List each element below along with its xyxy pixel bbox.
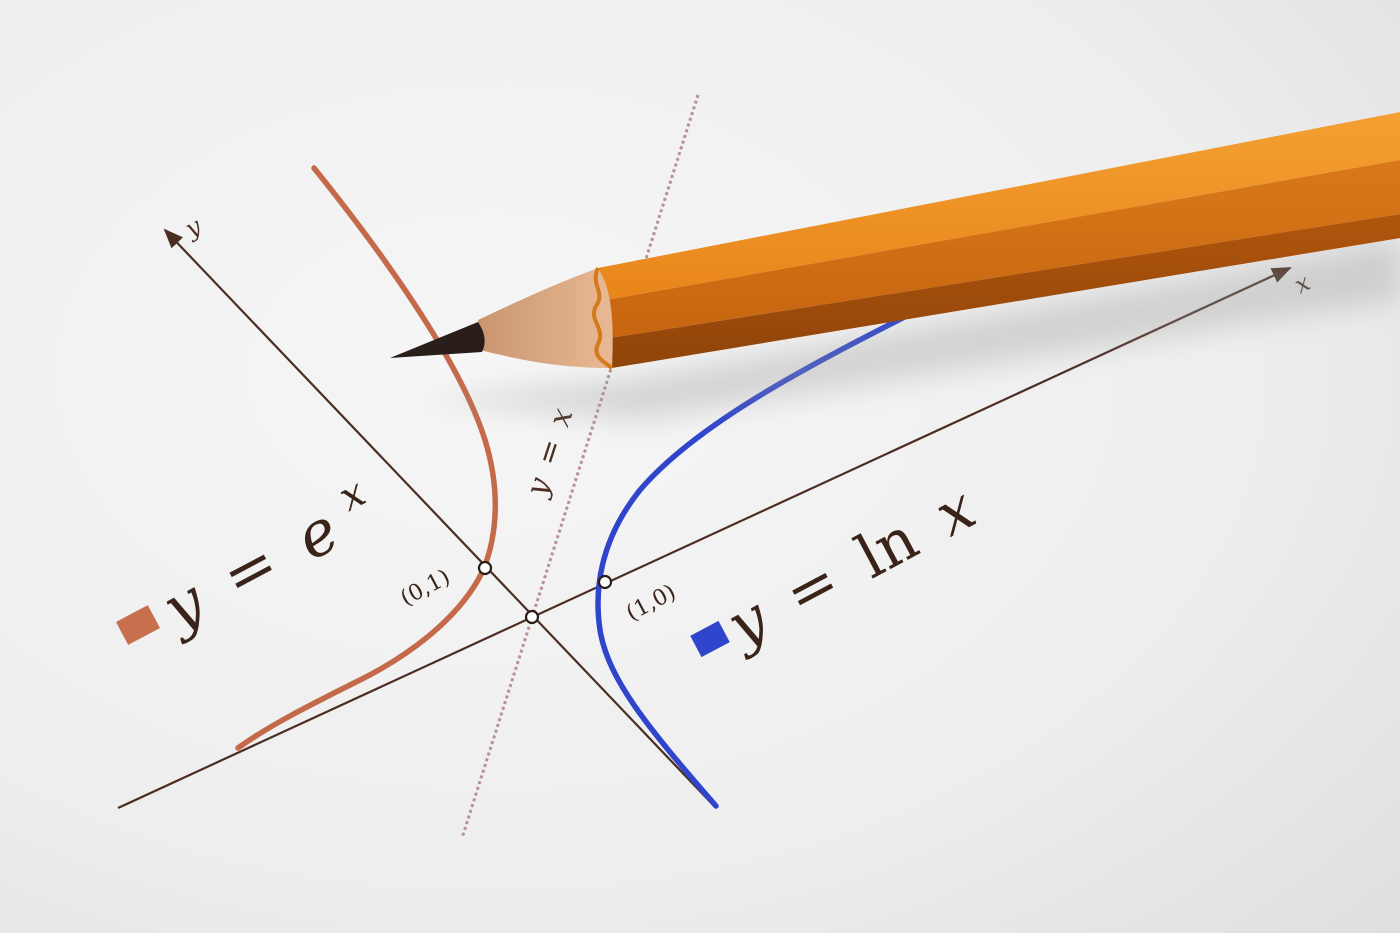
pencil-body-mid <box>606 160 1400 338</box>
pencil-body-top <box>598 112 1400 300</box>
pencil-shadow <box>420 240 1400 420</box>
pencil-graphite-tip <box>390 322 485 358</box>
pencil-wood-cone <box>478 268 613 368</box>
pencil-paint-edge <box>592 267 614 370</box>
point-1-0 <box>597 574 613 590</box>
identity-line-dotted <box>460 94 700 839</box>
point-0-1 <box>477 560 493 576</box>
pencil-body-bottom <box>610 214 1400 368</box>
point-origin <box>524 609 540 625</box>
y-axis-line <box>163 228 717 809</box>
pencil <box>390 112 1400 370</box>
legend-exp-swatch <box>116 605 160 645</box>
legend-ln-swatch <box>690 620 730 658</box>
x-axis-line <box>117 267 1292 809</box>
